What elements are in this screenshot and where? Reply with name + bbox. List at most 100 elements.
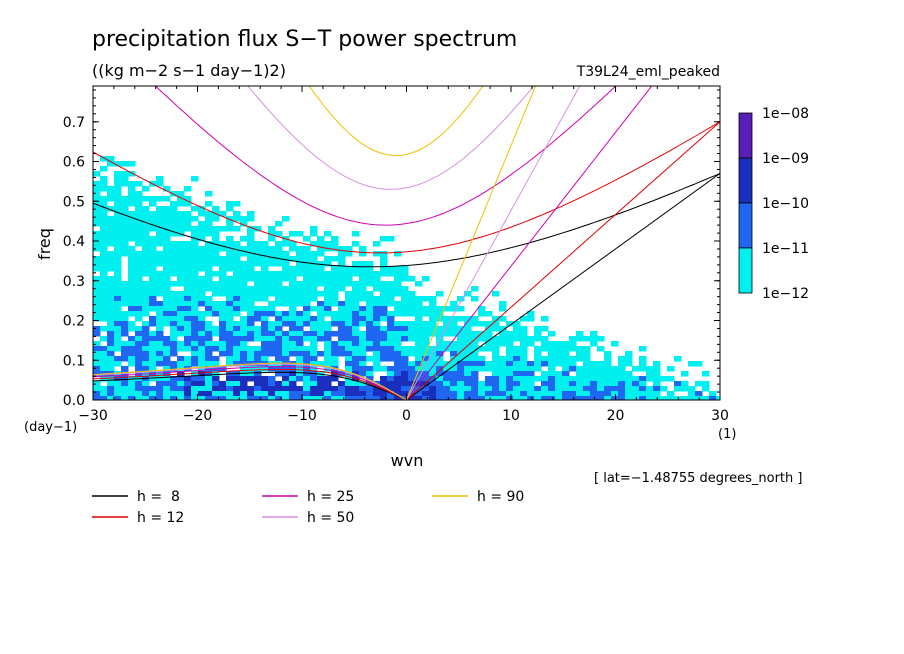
power-cell <box>226 296 234 302</box>
power-cell <box>625 361 633 367</box>
power-cell <box>128 346 136 352</box>
power-cell <box>170 316 178 322</box>
power-cell <box>191 341 199 347</box>
power-cell <box>226 261 234 267</box>
power-cell <box>324 326 332 332</box>
power-cell <box>548 356 556 362</box>
power-cell <box>198 326 206 332</box>
power-cell <box>275 231 283 237</box>
power-cell <box>499 301 507 307</box>
power-cell <box>191 206 199 212</box>
power-cell <box>429 361 437 367</box>
power-cell <box>233 281 241 287</box>
power-cell <box>114 356 122 362</box>
power-cell <box>590 376 598 382</box>
power-cell <box>247 306 255 312</box>
power-cell <box>520 341 528 347</box>
power-cell <box>100 391 108 397</box>
power-cell <box>422 356 430 362</box>
power-cell <box>499 391 507 397</box>
power-cell <box>156 321 164 327</box>
power-cell <box>576 371 584 377</box>
power-cell <box>296 316 304 322</box>
power-cell <box>520 336 528 342</box>
power-cell <box>205 386 213 392</box>
power-cell <box>394 391 402 397</box>
power-cell <box>457 316 465 322</box>
power-cell <box>184 336 192 342</box>
power-cell <box>198 291 206 297</box>
power-cell <box>359 306 367 312</box>
power-cell <box>380 326 388 332</box>
power-cell <box>226 246 234 252</box>
power-cell <box>569 346 577 352</box>
power-cell <box>443 306 451 312</box>
power-cell <box>114 391 122 397</box>
power-cell <box>338 331 346 337</box>
power-cell <box>226 341 234 347</box>
power-cell <box>149 291 157 297</box>
power-cell <box>282 296 290 302</box>
power-cell <box>100 266 108 272</box>
power-cell <box>114 216 122 222</box>
power-cell <box>436 391 444 397</box>
power-cell <box>296 371 304 377</box>
power-cell <box>191 296 199 302</box>
power-cell <box>520 366 528 372</box>
power-cell <box>296 366 304 372</box>
power-cell <box>492 386 500 392</box>
power-cell <box>317 381 325 387</box>
power-cell <box>135 326 143 332</box>
power-cell <box>625 351 633 357</box>
power-cell <box>128 246 136 252</box>
power-cell <box>492 396 500 400</box>
power-cell <box>289 336 297 342</box>
power-cell <box>429 386 437 392</box>
power-cell <box>296 346 304 352</box>
power-cell <box>310 256 318 262</box>
power-cell <box>415 281 423 287</box>
power-cell <box>205 276 213 282</box>
power-cell <box>240 276 248 282</box>
power-cell <box>289 381 297 387</box>
power-cell <box>380 346 388 352</box>
power-cell <box>597 391 605 397</box>
power-cell <box>387 266 395 272</box>
power-cell <box>268 301 276 307</box>
power-cell <box>212 206 220 212</box>
power-cell <box>499 396 507 400</box>
power-cell <box>660 376 668 382</box>
power-cell <box>520 326 528 332</box>
power-cell <box>191 336 199 342</box>
power-cell <box>289 331 297 337</box>
power-cell <box>436 306 444 312</box>
power-cell <box>310 381 318 387</box>
power-cell <box>254 346 262 352</box>
power-cell <box>499 326 507 332</box>
power-cell <box>233 346 241 352</box>
power-cell <box>163 271 171 277</box>
power-cell <box>548 376 556 382</box>
power-cell <box>128 286 136 292</box>
power-cell <box>499 361 507 367</box>
power-cell <box>149 226 157 232</box>
power-cell <box>261 341 269 347</box>
power-cell <box>394 301 402 307</box>
power-cell <box>156 221 164 227</box>
power-cell <box>198 276 206 282</box>
power-cell <box>212 391 220 397</box>
power-cell <box>205 281 213 287</box>
power-cell <box>408 381 416 387</box>
power-cell <box>93 266 101 272</box>
power-cell <box>387 311 395 317</box>
power-cell <box>282 266 290 272</box>
power-cell <box>156 206 164 212</box>
power-cell <box>317 396 325 400</box>
power-cell <box>303 321 311 327</box>
power-cell <box>366 366 374 372</box>
power-cell <box>275 296 283 302</box>
power-cell <box>156 326 164 332</box>
power-cell <box>408 336 416 342</box>
power-cell <box>506 396 514 400</box>
power-cell <box>324 356 332 362</box>
